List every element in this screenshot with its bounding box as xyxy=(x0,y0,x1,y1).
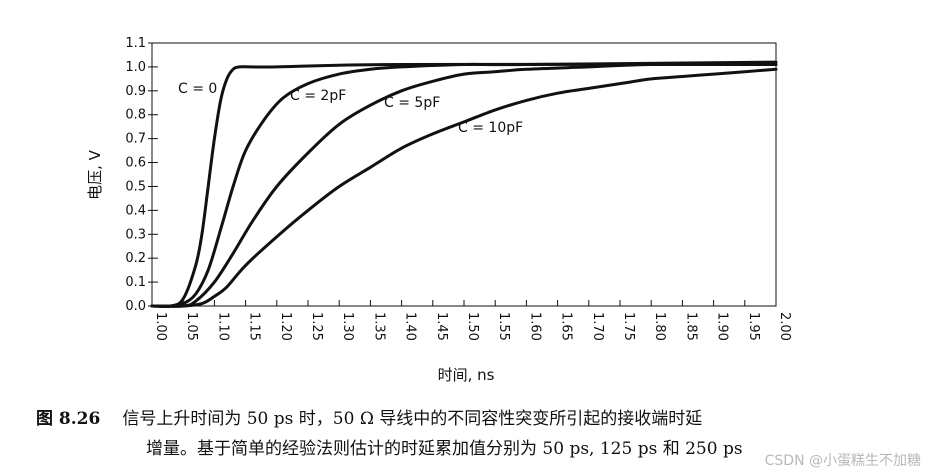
y-tick-label: 0.2 xyxy=(125,251,146,266)
series-line-1 xyxy=(150,60,778,308)
y-tick-label: 1.1 xyxy=(125,36,146,51)
caption-line-1: 信号上升时间为 50 ps 时，50 Ω 导线中的不同容性突变所引起的接收端时延 xyxy=(122,409,703,429)
y-tick-label: 0.6 xyxy=(125,156,146,171)
x-tick-label: 1.35 xyxy=(371,312,386,341)
x-tick-label: 1.55 xyxy=(496,312,511,341)
x-tick-label: 1.90 xyxy=(715,312,730,341)
y-tick-label: 0.4 xyxy=(125,203,146,218)
x-tick-label: 1.70 xyxy=(590,312,605,341)
x-tick-label: 1.25 xyxy=(309,312,324,341)
caption-line-2: 增量。基于简单的经验法则估计的时延累加值分别为 50 ps, 125 ps 和 … xyxy=(146,439,743,459)
y-tick-label: 0.9 xyxy=(125,84,146,99)
x-tick-label: 1.40 xyxy=(403,312,418,341)
series-annotation: C = 5pF xyxy=(384,95,440,111)
series-annotation: C = 10pF xyxy=(458,120,523,136)
series-layer xyxy=(150,60,778,309)
y-tick-label: 1.0 xyxy=(125,60,146,75)
x-tick-label: 1.00 xyxy=(153,312,168,341)
chart: 0.0 0.1 0.2 0.3 0.4 0.5 0.6 0.7 0.8 0.9 1.0 1.1 1.00… xyxy=(86,36,792,384)
figure-caption: 图 8.26 信号上升时间为 50 ps 时，50 Ω 导线中的不同容性突变所引起… xyxy=(36,404,916,464)
x-tick-label: 1.10 xyxy=(215,312,230,341)
x-tick-label: 1.75 xyxy=(621,312,636,341)
x-tick-label: 1.20 xyxy=(278,312,293,341)
x-tick-label: 1.60 xyxy=(527,312,542,341)
series-annotation: C = 0 xyxy=(178,81,217,97)
caption-number: 图 8.26 xyxy=(36,409,101,429)
series-line-2 xyxy=(150,62,778,308)
watermark: CSDN @小蛋糕生不加糖 xyxy=(764,453,921,469)
x-tick-label: 1.30 xyxy=(340,312,355,341)
y-tick-label: 0.8 xyxy=(125,108,146,123)
x-tick-label: 1.05 xyxy=(184,312,199,341)
series-line-3 xyxy=(150,67,778,308)
x-tick-label: 2.00 xyxy=(777,312,792,341)
y-axis-label: 电压, V xyxy=(86,149,104,200)
x-axis-label: 时间, ns xyxy=(438,366,495,384)
x-tick-label: 1.85 xyxy=(683,312,698,341)
x-tick-label: 1.95 xyxy=(746,312,761,341)
y-tick-label: 0.0 xyxy=(125,299,146,314)
y-tick-label: 0.1 xyxy=(125,275,146,290)
x-tick-label: 1.15 xyxy=(247,312,262,341)
x-tick-label: 1.50 xyxy=(465,312,480,341)
series-line-0 xyxy=(150,62,778,309)
x-tick-label: 1.65 xyxy=(559,312,574,341)
ticks-layer xyxy=(148,42,777,307)
y-tick-label: 0.3 xyxy=(125,227,146,242)
y-tick-label: 0.5 xyxy=(125,179,146,194)
label-layer: 0.0 0.1 0.2 0.3 0.4 0.5 0.6 0.7 0.8 0.9 1.0 1.1 1.00… xyxy=(125,36,792,341)
series-annotation: C = 2pF xyxy=(290,88,346,104)
y-tick-label: 0.7 xyxy=(125,132,146,147)
x-tick-label: 1.45 xyxy=(434,312,449,341)
x-tick-label: 1.80 xyxy=(652,312,667,341)
